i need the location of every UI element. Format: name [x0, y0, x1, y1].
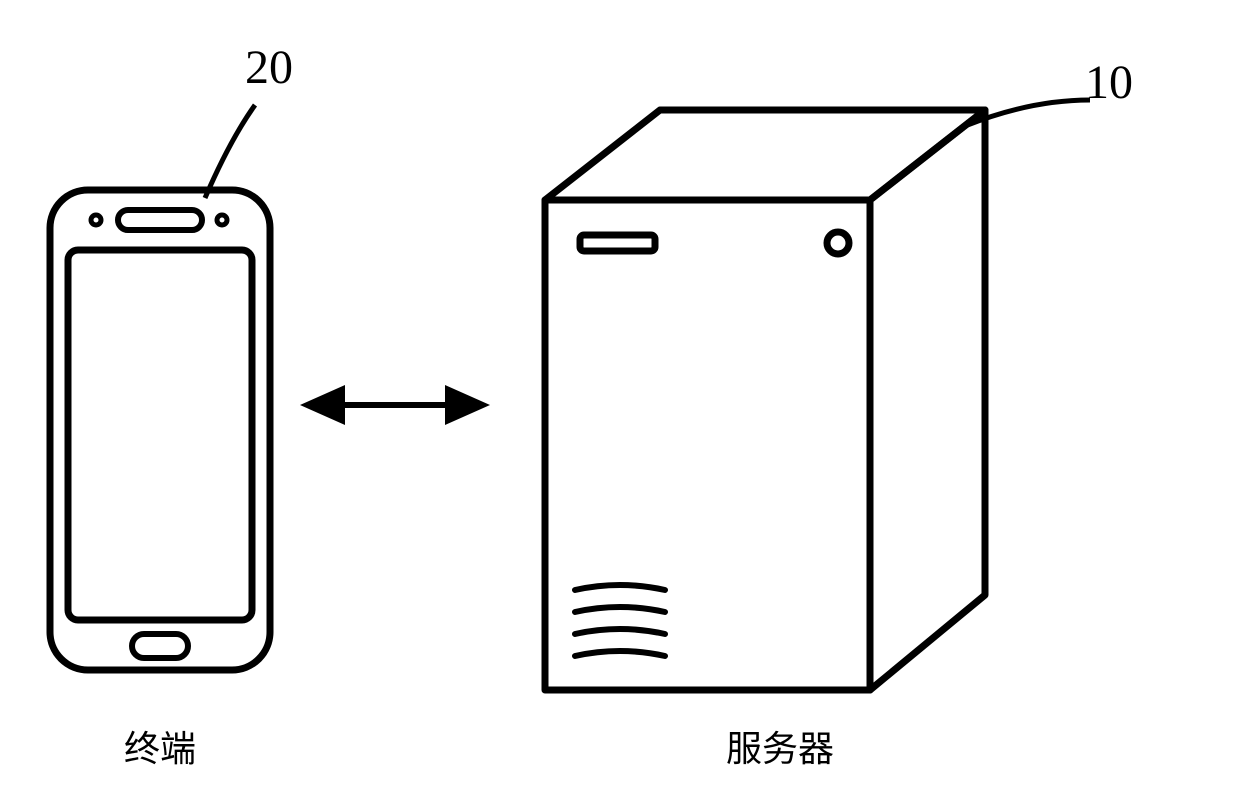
- server-node: [545, 110, 985, 690]
- server-ref-number: 10: [1085, 55, 1133, 110]
- bidirectional-arrow: [300, 385, 490, 425]
- terminal-leader: [205, 105, 255, 198]
- terminal-caption: 终端: [110, 720, 210, 772]
- terminal-node: [50, 190, 270, 670]
- system-diagram: [0, 0, 1240, 801]
- terminal-ref-number: 20: [245, 40, 293, 95]
- server-caption: 服务器: [700, 720, 860, 772]
